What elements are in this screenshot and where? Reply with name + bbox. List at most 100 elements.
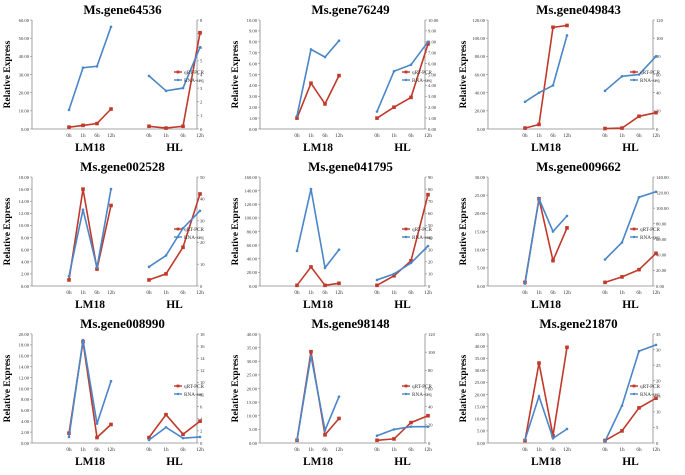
right-tick-label: 10 <box>656 410 661 415</box>
right-tick-label: 80 <box>428 368 433 373</box>
left-tick-label: 25.00 <box>475 380 486 385</box>
x-tick-label: 0h <box>66 447 72 453</box>
rna-seq-point <box>409 63 413 66</box>
qrt-pcr-point <box>198 30 202 35</box>
left-tick-label: 10.00 <box>19 386 30 391</box>
left-tick-label: 45.00 <box>475 332 486 337</box>
rna-seq-point <box>147 438 151 442</box>
qrt-pcr-point <box>654 110 658 115</box>
x-tick-label: 1h <box>536 290 542 296</box>
left-tick-label: 40.00 <box>247 332 258 337</box>
qrt-pcr-point <box>654 251 658 256</box>
legend-rna-marker <box>176 392 180 396</box>
qrt-pcr-point <box>603 280 607 285</box>
legend-rna-label: RNA-seq <box>184 78 204 84</box>
left-tick-label: 8.00 <box>249 40 258 45</box>
left-tick-label: 40.00 <box>247 257 258 262</box>
qrt-pcr-point <box>637 267 641 272</box>
right-tick-label: 60 <box>428 211 433 216</box>
qrt-pcr-line <box>148 413 201 438</box>
qrt-pcr-point <box>309 349 313 354</box>
x-tick-label: 12h <box>335 133 343 139</box>
rna-seq-point <box>337 39 341 43</box>
qrt-pcr-line <box>604 397 657 442</box>
qrt-pcr-point <box>67 278 71 282</box>
qrt-pcr-point <box>537 122 541 127</box>
rna-seq-point <box>198 435 202 439</box>
left-tick-label: 50.00 <box>19 36 30 41</box>
qrt-pcr-point <box>523 126 527 130</box>
legend-qrt-label: qRT-PCR <box>640 227 661 233</box>
legend-rna-label: RNA-seq <box>412 78 432 84</box>
right-tick-label: 0 <box>656 441 659 446</box>
qrt-pcr-line <box>376 43 429 119</box>
group-label: HL <box>394 456 411 468</box>
x-tick-label: 6h <box>180 447 186 453</box>
y-axis-label: Relative Express <box>231 40 241 108</box>
x-tick-label: 6h <box>408 290 414 296</box>
chart-panel: Ms.gene049843 Relative Express 0.00 20.00 40… <box>456 0 685 156</box>
x-tick-label: 12h <box>335 447 343 453</box>
rna-seq-point <box>309 187 313 191</box>
right-tick-label: 10 <box>428 272 433 277</box>
qrt-pcr-point <box>323 283 327 288</box>
legend-qrt-label: qRT-PCR <box>640 384 661 390</box>
qrt-pcr-point <box>537 361 541 365</box>
right-tick-label: 35 <box>656 332 661 337</box>
x-tick-label: 6h <box>180 290 186 296</box>
rna-seq-line <box>148 46 201 92</box>
x-tick-label: 6h <box>94 290 100 296</box>
right-tick-label: 70 <box>428 199 433 204</box>
qrt-pcr-line <box>148 32 201 129</box>
x-tick-label: 6h <box>550 133 556 139</box>
rna-seq-point <box>81 208 85 211</box>
right-tick-label: 8 <box>200 392 203 397</box>
legend-qrt-label: qRT-PCR <box>412 227 433 233</box>
x-tick-label: 6h <box>180 133 186 139</box>
right-tick-label: 5.00 <box>428 72 437 77</box>
chart-svg: Ms.gene21870 Relative Express 0.00 5.00 10.0… <box>459 316 661 468</box>
right-tick-label: 0.00 <box>428 127 437 132</box>
legend-rna-marker <box>404 78 408 82</box>
rna-seq-point <box>426 425 430 428</box>
x-tick-label: 6h <box>408 447 414 453</box>
x-tick-label: 6h <box>322 447 328 453</box>
rna-seq-point <box>620 404 624 407</box>
rna-seq-point <box>95 65 99 68</box>
rna-seq-point <box>147 265 151 269</box>
right-tick-label: 80 <box>656 54 661 59</box>
right-tick-label: 30 <box>656 347 661 352</box>
left-tick-label: 0.00 <box>21 284 30 289</box>
chart-svg: Ms.gene76249 Relative Express 0.00 1.00 2.00… <box>231 2 439 154</box>
qrt-pcr-point <box>337 73 341 78</box>
legend-qrt-label: qRT-PCR <box>184 227 205 233</box>
left-tick-label: 160.00 <box>244 175 257 180</box>
y-axis-label: Relative Express <box>459 354 469 422</box>
left-tick-label: 120.00 <box>244 202 257 207</box>
right-tick-label: 2 <box>200 429 203 434</box>
right-tick-label: 100 <box>428 350 436 355</box>
rna-seq-point <box>603 258 607 261</box>
left-tick-label: 0.00 <box>249 127 258 132</box>
qrt-pcr-point <box>551 25 555 30</box>
right-tick-label: 80 <box>428 187 433 192</box>
qrt-pcr-point <box>67 125 71 129</box>
rna-seq-point <box>392 428 396 431</box>
right-tick-label: 40 <box>200 197 205 202</box>
right-tick-label: 120.00 <box>656 190 669 195</box>
left-tick-label: 4.00 <box>21 260 30 265</box>
qrt-pcr-point <box>637 406 641 410</box>
rna-seq-point <box>603 440 607 443</box>
left-tick-label: 14.00 <box>19 365 30 370</box>
x-tick-label: 12h <box>107 447 115 453</box>
qrt-pcr-point <box>109 203 113 208</box>
right-tick-label: 1 <box>200 113 203 118</box>
x-tick-label: 12h <box>107 290 115 296</box>
x-tick-label: 12h <box>335 290 343 296</box>
right-tick-label: 0 <box>656 127 659 132</box>
left-tick-label: 4.00 <box>21 419 30 424</box>
right-tick-label: 14 <box>200 356 205 361</box>
right-tick-label: 40 <box>656 90 661 95</box>
legend-qrt-label: qRT-PCR <box>412 70 433 76</box>
legend-qrt-marker <box>632 70 636 74</box>
